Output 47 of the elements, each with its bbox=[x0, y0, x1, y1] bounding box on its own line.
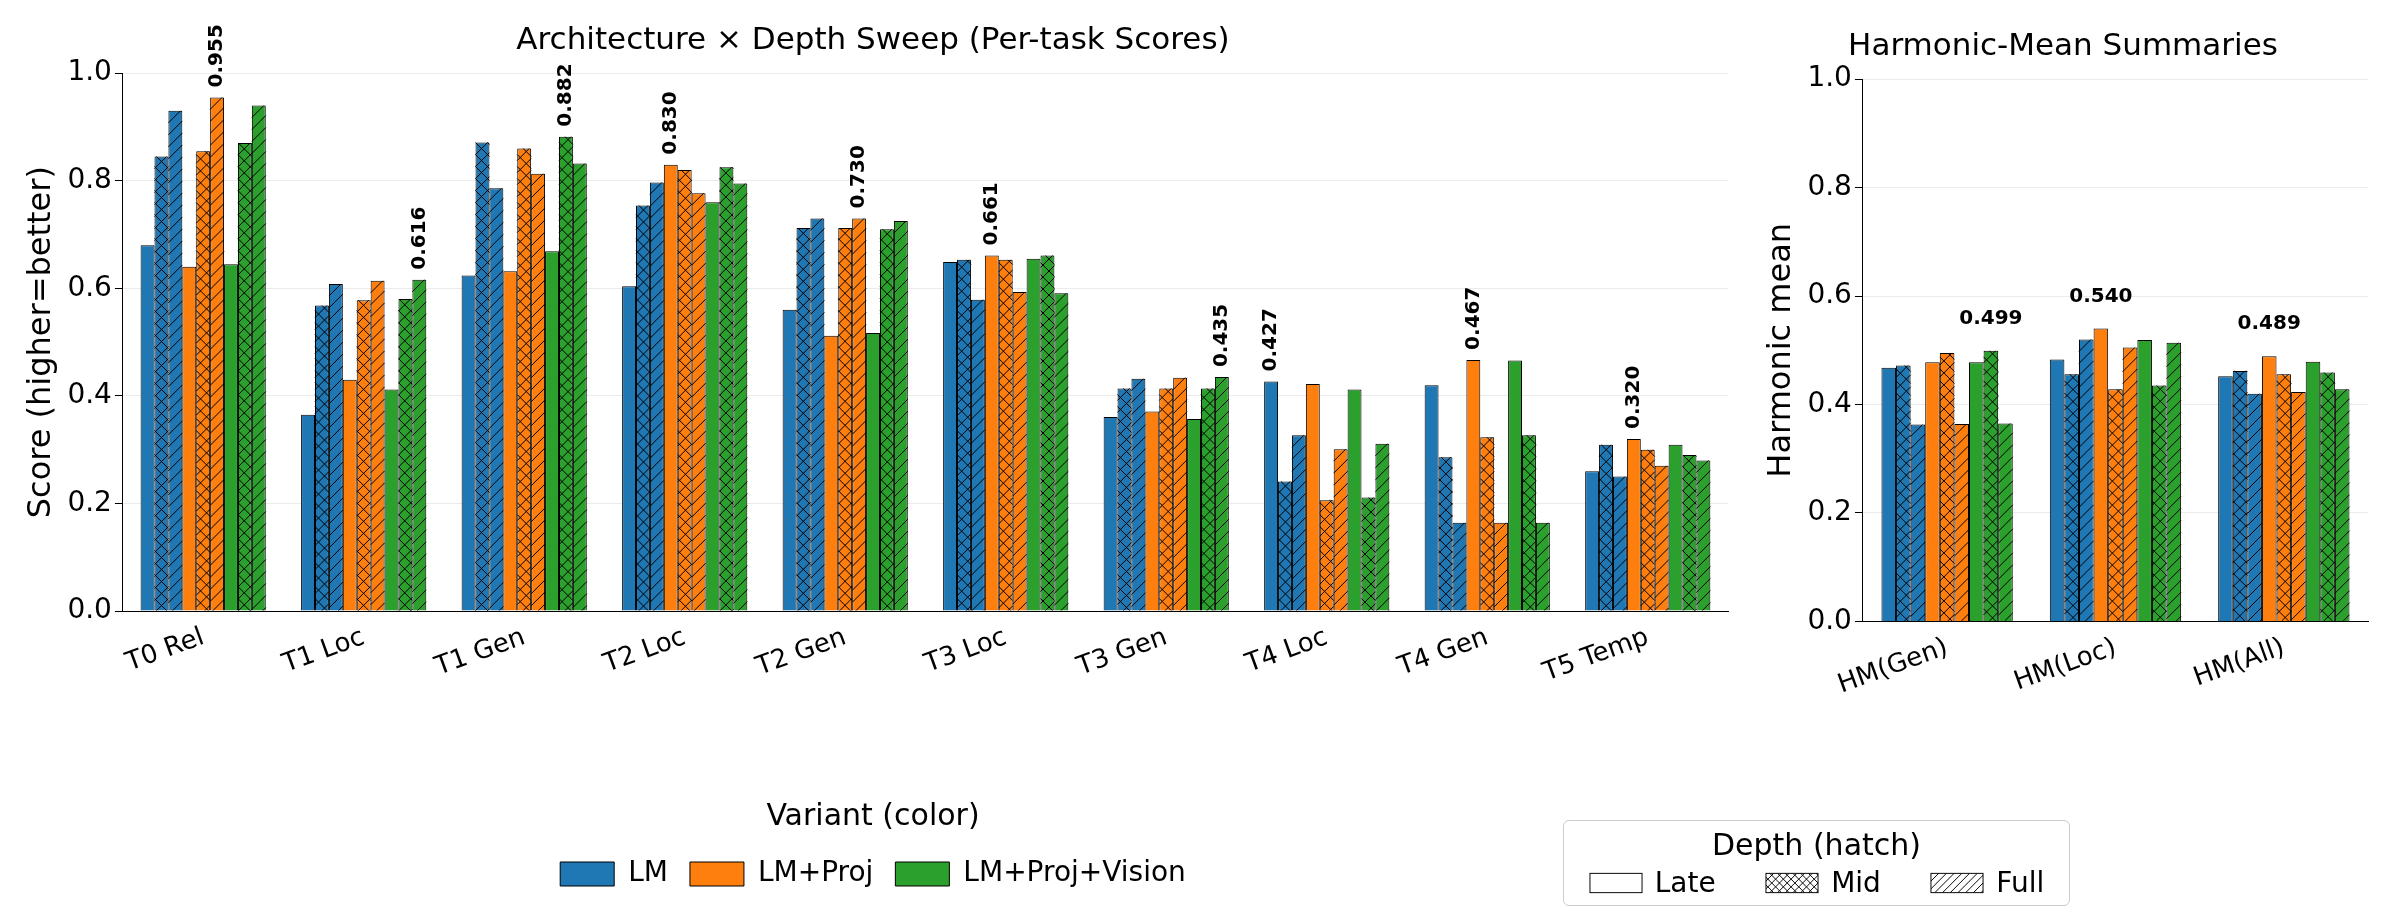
data-label: 0.499 bbox=[1959, 305, 2023, 330]
legend-title: Variant (color) bbox=[766, 796, 980, 832]
x-tick-label: T4 Gen bbox=[1392, 620, 1492, 681]
legend-label: LM+Proj+Vision bbox=[963, 855, 1186, 889]
data-label: 0.489 bbox=[2237, 310, 2301, 335]
x-tick-label: T3 Gen bbox=[1071, 620, 1171, 681]
text: Mid bbox=[1831, 866, 1881, 899]
y-tick-label: 0.6 bbox=[67, 269, 112, 303]
data-label: 0.616 bbox=[405, 206, 430, 270]
legend-label: LM bbox=[628, 855, 668, 889]
data-label: 0.540 bbox=[2069, 282, 2133, 307]
data-label: 0.435 bbox=[1208, 303, 1233, 368]
y-tick-label: 0.0 bbox=[1807, 602, 1852, 636]
data-label: 0.661 bbox=[978, 182, 1003, 246]
y-tick-label: 0.2 bbox=[67, 484, 112, 518]
x-tick-label: T1 Loc bbox=[277, 620, 369, 679]
data-label: 0.830 bbox=[657, 91, 681, 155]
data-label: 0.955 bbox=[203, 24, 228, 88]
x-tick-label: T1 Gen bbox=[429, 620, 529, 681]
y-tick-label: 0.2 bbox=[1807, 494, 1852, 528]
chart-title: Architecture × Depth Sweep (Per-task Scores) bbox=[516, 19, 1230, 56]
data-label: 0.320 bbox=[1620, 365, 1645, 429]
x-tick-label: T5 Temp bbox=[1537, 620, 1653, 687]
y-tick-label: 0.4 bbox=[1807, 385, 1852, 419]
y-axis-title: Score (higher=better) bbox=[19, 166, 58, 519]
data-label: 0.467 bbox=[1459, 286, 1484, 350]
y-tick-label: 1.0 bbox=[67, 54, 112, 88]
text: Full bbox=[1996, 866, 2045, 899]
x-tick-label: T2 Loc bbox=[598, 620, 690, 679]
data-label: 0.730 bbox=[845, 145, 870, 209]
y-tick-label: 0.8 bbox=[1807, 168, 1852, 202]
chart-title: Harmonic-Mean Summaries bbox=[1848, 25, 2278, 62]
y-axis-title: Harmonic mean bbox=[1759, 222, 1798, 478]
y-tick-label: 0.8 bbox=[67, 162, 112, 196]
x-tick-label: T0 Rel bbox=[120, 620, 208, 677]
legend-label: LM+Proj bbox=[757, 855, 874, 889]
data-label: 0.427 bbox=[1257, 308, 1282, 372]
x-tick-label: T3 Loc bbox=[919, 620, 1011, 679]
text: Late bbox=[1654, 866, 1716, 899]
y-tick-label: 1.0 bbox=[1807, 60, 1852, 94]
y-tick-label: 0.0 bbox=[67, 592, 112, 626]
y-tick-label: 0.6 bbox=[1807, 277, 1852, 311]
data-label: 0.882 bbox=[552, 63, 577, 127]
x-tick-label: T4 Loc bbox=[1240, 620, 1332, 679]
text: Depth (hatch) bbox=[1711, 827, 1922, 862]
x-tick-label: T2 Gen bbox=[750, 620, 850, 681]
y-tick-label: 0.4 bbox=[67, 377, 112, 411]
